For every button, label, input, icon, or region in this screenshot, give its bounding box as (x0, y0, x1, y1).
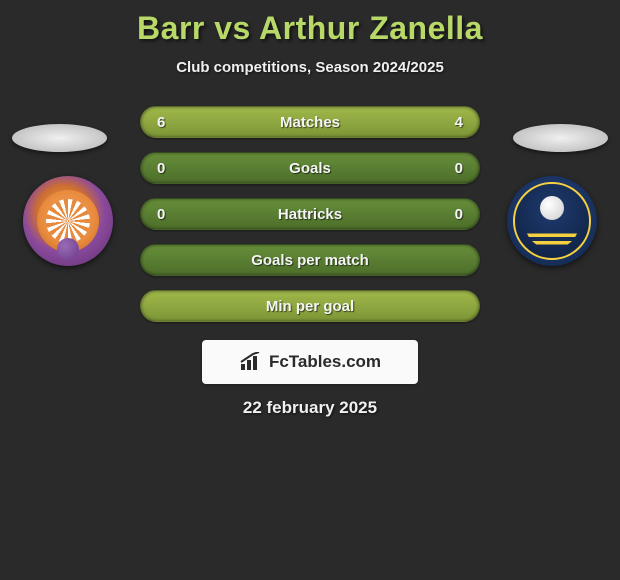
ball-icon-left (57, 238, 79, 260)
stat-row: Min per goal (140, 290, 480, 322)
brand-box: FcTables.com (202, 340, 418, 384)
stat-label: Goals per match (251, 252, 369, 269)
club-badge-right (507, 176, 597, 266)
stat-label: Goals (289, 160, 331, 177)
club-badge-left (23, 176, 113, 266)
stat-value-left: 0 (157, 206, 187, 223)
page-title: Barr vs Arthur Zanella (0, 10, 620, 47)
stat-label: Min per goal (266, 298, 354, 315)
stat-row: 0 Hattricks 0 (140, 198, 480, 230)
badge-inner-right (513, 182, 591, 260)
stat-row: Goals per match (140, 244, 480, 276)
chart-icon (239, 352, 263, 372)
sunburst-icon (46, 199, 90, 243)
stat-value-right: 4 (433, 114, 463, 131)
stat-value-left: 0 (157, 160, 187, 177)
brand-text: FcTables.com (269, 352, 381, 372)
ball-icon-right (540, 196, 564, 220)
wave-icon (525, 224, 579, 248)
stat-row: 0 Goals 0 (140, 152, 480, 184)
stat-label: Hattricks (278, 206, 342, 223)
stat-value-right: 0 (433, 206, 463, 223)
player-avatar-right (513, 124, 608, 152)
stat-value-left: 6 (157, 114, 187, 131)
subtitle: Club competitions, Season 2024/2025 (0, 59, 620, 76)
stat-value-right: 0 (433, 160, 463, 177)
comparison-card: Barr vs Arthur Zanella Club competitions… (0, 0, 620, 428)
stat-row: 6 Matches 4 (140, 106, 480, 138)
stat-label: Matches (280, 114, 340, 131)
player-avatar-left (12, 124, 107, 152)
date-label: 22 february 2025 (0, 398, 620, 418)
